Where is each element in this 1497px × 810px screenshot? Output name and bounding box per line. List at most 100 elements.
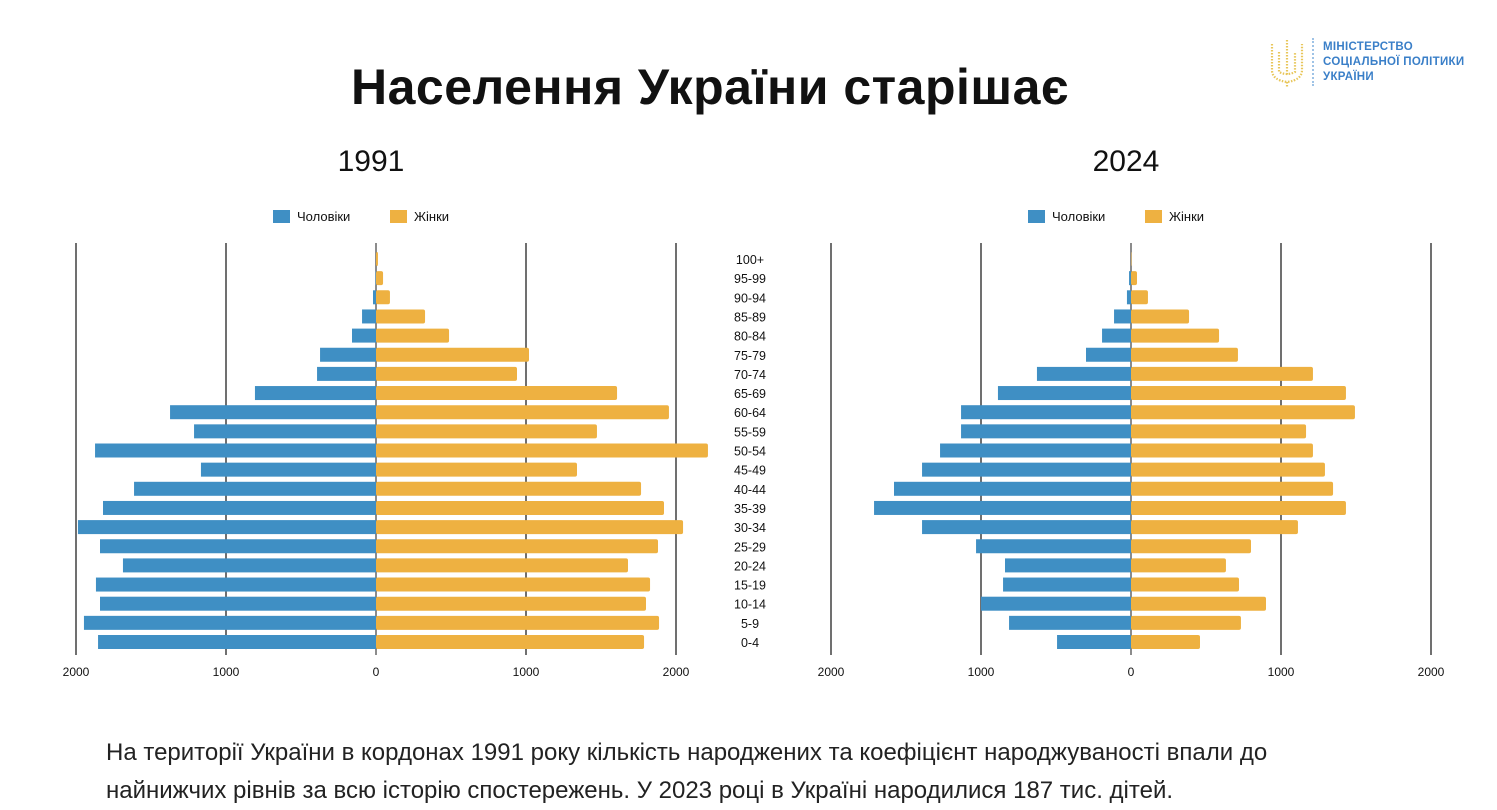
x-tick-label: 1000 — [513, 665, 540, 679]
bar-women — [1131, 386, 1346, 400]
bar-women — [376, 252, 378, 266]
age-group-label: 0-4 — [741, 636, 759, 650]
bar-women — [1131, 329, 1219, 343]
bar-men — [78, 520, 376, 534]
bar-women — [1131, 578, 1239, 592]
bar-women — [1131, 501, 1346, 515]
x-tick-label: 0 — [373, 665, 380, 679]
bar-women — [1131, 635, 1200, 649]
bar-men — [981, 597, 1131, 611]
bar-women — [376, 329, 449, 343]
age-group-label: 15-19 — [734, 579, 766, 593]
bar-men — [373, 290, 376, 304]
bar-women — [1131, 424, 1306, 438]
x-tick-label: 1000 — [213, 665, 240, 679]
bar-men — [1129, 271, 1131, 285]
age-group-label: 90-94 — [734, 291, 766, 305]
bar-men — [961, 424, 1131, 438]
legend-swatch-men — [273, 210, 290, 223]
bar-women — [376, 367, 517, 381]
age-group-label: 40-44 — [734, 483, 766, 497]
age-group-label: 30-34 — [734, 521, 766, 535]
bar-men — [1037, 367, 1131, 381]
age-group-label: 65-69 — [734, 387, 766, 401]
bar-women — [1131, 271, 1137, 285]
bar-men — [84, 616, 376, 630]
bar-men — [1057, 635, 1131, 649]
legend-swatch-women — [1145, 210, 1162, 223]
bar-men — [1127, 290, 1131, 304]
bar-women — [1131, 597, 1266, 611]
bar-women — [376, 444, 708, 458]
legend-label-men: Чоловіки — [1052, 209, 1105, 224]
bar-women — [1131, 405, 1355, 419]
bar-women — [1131, 520, 1298, 534]
bar-men — [922, 463, 1131, 477]
legend-label-women: Жінки — [414, 209, 449, 224]
bar-men — [100, 597, 376, 611]
age-group-label: 85-89 — [734, 310, 766, 324]
caption-line: найнижчих рівнів за всю історію спостере… — [106, 772, 1267, 810]
bar-women — [376, 482, 641, 496]
bar-women — [376, 501, 664, 515]
caption: На території України в кордонах 1991 рок… — [106, 734, 1267, 810]
bar-men — [976, 539, 1131, 553]
chart-title: 1991 — [338, 145, 405, 178]
bar-men — [352, 329, 376, 343]
age-group-label: 75-79 — [734, 349, 766, 363]
legend-label-men: Чоловіки — [297, 209, 350, 224]
bar-men — [1009, 616, 1131, 630]
bar-women — [1131, 290, 1148, 304]
x-tick-label: 1000 — [1268, 665, 1295, 679]
bar-men — [255, 386, 376, 400]
bar-women — [1131, 309, 1189, 323]
bar-men — [894, 482, 1131, 496]
bar-men — [998, 386, 1131, 400]
bar-women — [1131, 463, 1325, 477]
bar-women — [376, 616, 659, 630]
bar-men — [320, 348, 376, 362]
bar-women — [376, 539, 658, 553]
age-group-label: 45-49 — [734, 464, 766, 478]
bar-men — [201, 463, 376, 477]
bar-men — [103, 501, 376, 515]
age-group-label: 70-74 — [734, 368, 766, 382]
age-group-label: 95-99 — [734, 272, 766, 286]
bar-women — [376, 597, 646, 611]
bar-women — [1131, 558, 1226, 572]
caption-line: На території України в кордонах 1991 рок… — [106, 734, 1267, 772]
age-group-label: 5-9 — [741, 617, 759, 631]
bar-men — [96, 578, 376, 592]
bar-men — [1005, 558, 1131, 572]
bar-women — [376, 558, 628, 572]
bar-women — [1131, 482, 1333, 496]
legend-label-women: Жінки — [1169, 209, 1204, 224]
age-group-label: 25-29 — [734, 540, 766, 554]
bar-women — [1131, 348, 1238, 362]
bar-men — [98, 635, 376, 649]
x-tick-label: 2000 — [663, 665, 690, 679]
bar-men — [134, 482, 376, 496]
bar-men — [95, 444, 376, 458]
bar-women — [1131, 616, 1241, 630]
bar-women — [376, 348, 529, 362]
bar-women — [376, 635, 644, 649]
bar-men — [123, 558, 376, 572]
age-group-label: 100+ — [736, 253, 764, 267]
bar-men — [961, 405, 1131, 419]
bar-men — [1003, 578, 1131, 592]
x-tick-label: 0 — [1128, 665, 1135, 679]
chart-title: 2024 — [1093, 145, 1160, 178]
bar-men — [194, 424, 376, 438]
x-tick-label: 1000 — [968, 665, 995, 679]
bar-men — [874, 501, 1131, 515]
legend-swatch-men — [1028, 210, 1045, 223]
bar-women — [376, 520, 683, 534]
bar-men — [362, 309, 376, 323]
x-tick-label: 2000 — [818, 665, 845, 679]
bar-men — [1102, 329, 1131, 343]
bar-women — [376, 271, 383, 285]
bar-women — [1131, 444, 1313, 458]
x-tick-label: 2000 — [1418, 665, 1445, 679]
